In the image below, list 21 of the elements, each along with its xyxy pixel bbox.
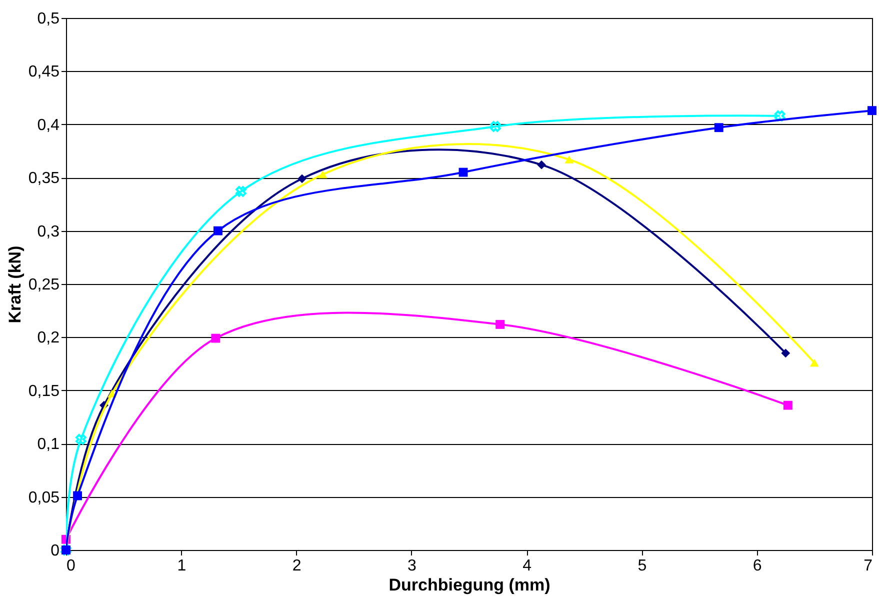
x-tick-label: 2 [292, 558, 302, 574]
y-tick-label: 0,4 [37, 116, 60, 134]
y-tick-label: 0,45 [28, 64, 60, 81]
y-tick-label: 0 [50, 542, 60, 560]
y-tick-label: 0,35 [28, 170, 60, 188]
x-tick-label: 5 [638, 558, 647, 574]
x-tick-label: 1 [177, 558, 186, 574]
x-tick-label: 0 [66, 558, 76, 574]
x-tick-label: 7 [864, 558, 873, 574]
x-tick-label: 3 [407, 558, 416, 574]
y-tick-label: 0,3 [37, 223, 60, 240]
x-axis-title: Durchbiegung (mm) [388, 576, 550, 594]
y-tick-label: 0,25 [28, 276, 60, 294]
y-axis-title: Kraft (kN) [5, 246, 24, 324]
x-tick-label: 4 [522, 558, 532, 574]
y-tick-label: 0,15 [28, 382, 60, 400]
y-tick-label: 0,2 [37, 330, 60, 347]
y-tick-label: 0,1 [37, 436, 60, 454]
y-tick-label: 0,05 [28, 489, 60, 506]
y-tick-label: 0,5 [37, 10, 60, 28]
x-tick-label: 6 [752, 558, 762, 574]
